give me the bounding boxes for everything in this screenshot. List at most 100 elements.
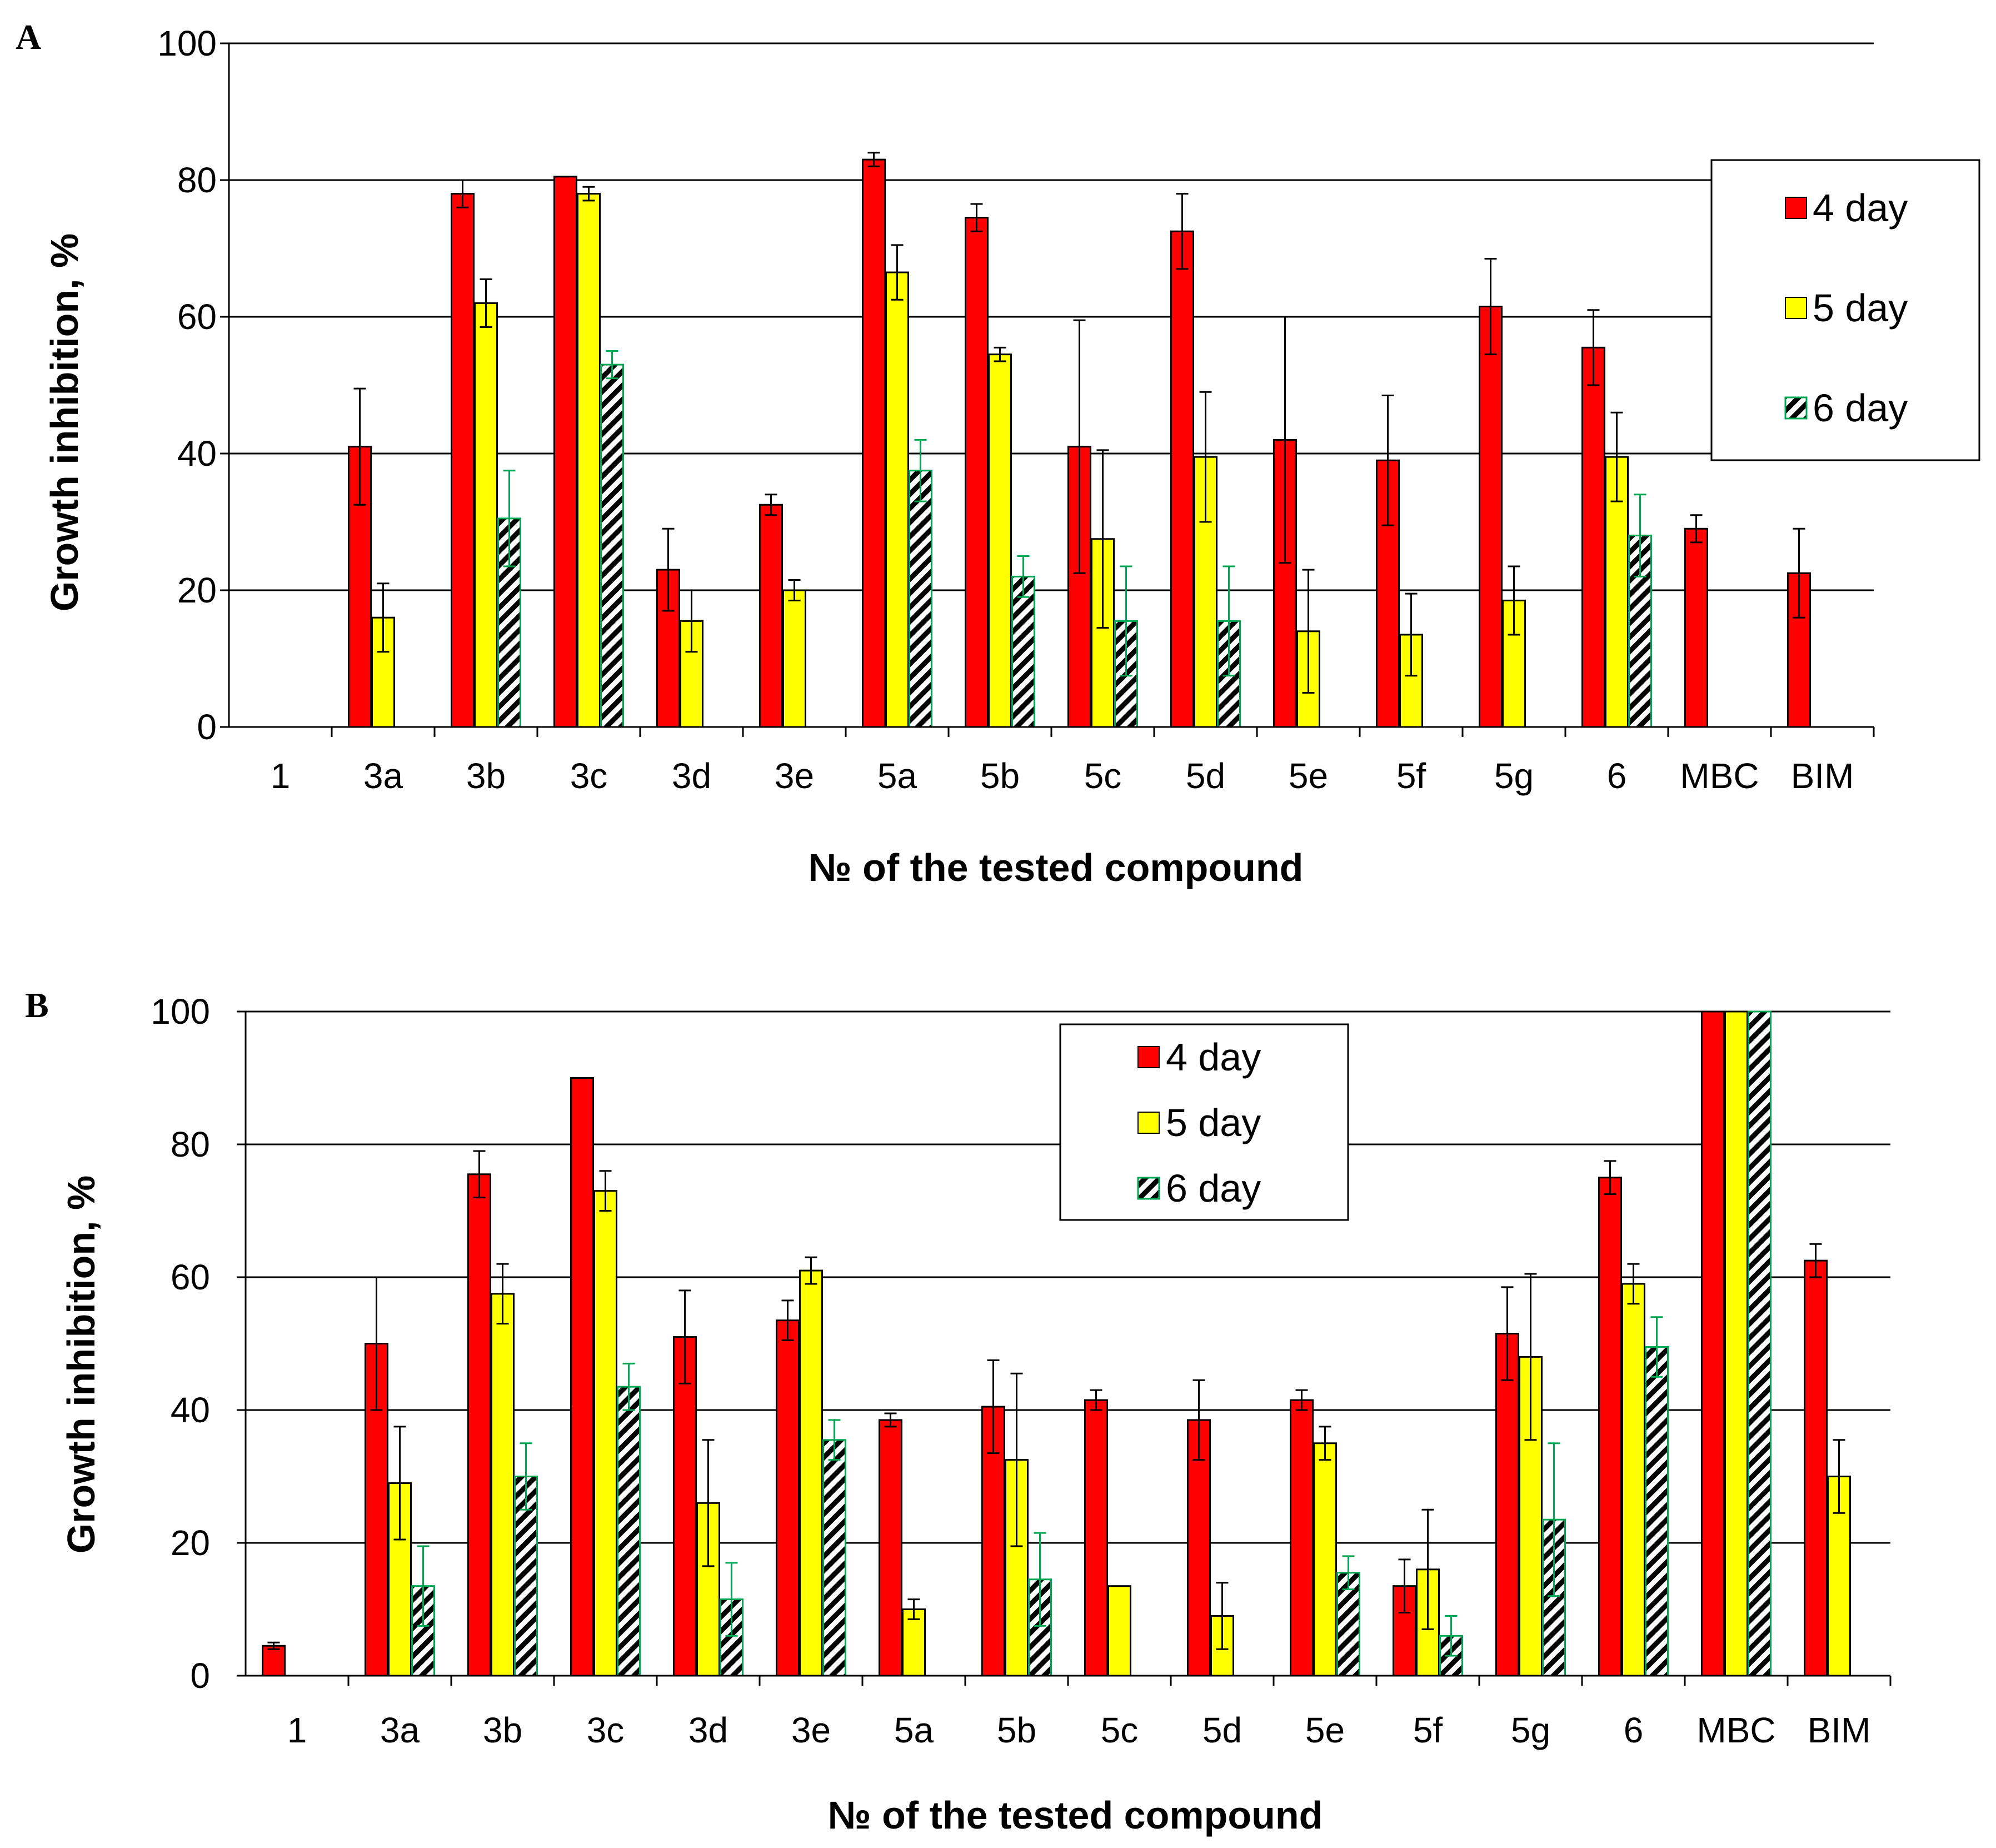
error-bar-a-3b-day4 [456,179,469,208]
x-tick-label-b-5g: 5g [1511,1710,1550,1750]
error-bar-a-5a-day4 [867,152,880,167]
x-axis-title-a: № of the tested compound [809,846,1304,889]
error-bar-a-5c-day6 [1120,565,1132,677]
error-bar-b-5b-day6 [1034,1532,1046,1627]
legend-label-a-day4: 4 day [1813,186,1908,230]
panel-label-b: B [25,985,49,1025]
x-tick-label-b-3d: 3d [688,1710,728,1750]
x-tick-label-a-3c: 3c [570,756,608,796]
bar-b-3b-day4 [467,1173,491,1677]
error-bar-b-1-day4 [267,1641,280,1650]
error-bar-a-bim-day4 [1793,527,1805,619]
error-bar-b-5c-day4 [1090,1389,1102,1411]
error-bar-a-3b-day5 [480,278,492,328]
error-bar-b-5b-day5 [1010,1372,1023,1547]
bar-a-5b-day6 [1011,575,1035,728]
x-tick-label-a-mbc: MBC [1680,756,1759,796]
x-tick-label-b-6: 6 [1624,1710,1644,1750]
error-bar-b-5e-day5 [1319,1426,1331,1461]
x-tick-label-a-5a: 5a [877,756,917,796]
bar-a-5d-day4 [1170,230,1194,728]
legend-label-b-day4: 4 day [1166,1035,1261,1079]
bar-a-5g-day4 [1479,306,1503,728]
error-bar-a-5a-day5 [891,244,904,301]
x-tick-label-b-5a: 5a [894,1710,934,1750]
bar-b-3b-day5 [491,1293,515,1677]
x-tick-label-b-mbc: MBC [1696,1710,1775,1750]
error-bar-b-3b-day4 [473,1150,486,1199]
y-tick-label-b-60: 60 [171,1257,210,1297]
error-bar-b-bim-day4 [1809,1243,1822,1278]
error-bar-a-3a-day4 [353,387,366,506]
error-bar-b-3a-day5 [393,1426,406,1541]
error-bar-b-3a-day4 [370,1276,383,1411]
chart-panel-b: B 0 20 40 60 80 100 1 3a 3b 3c 3d 3e 5a 5b 5c 5d 5e 5f 5g… [25,985,1892,1837]
error-bar-b-3a-day6 [417,1545,430,1627]
bar-a-5b-day5 [988,353,1012,728]
x-tick-label-a-5d: 5d [1186,756,1225,796]
error-bar-a-3a-day5 [377,582,390,653]
error-bar-b-3e-day4 [781,1299,794,1342]
error-bar-b-3c-day6 [622,1362,635,1411]
x-tick-label-a-3b: 3b [466,756,506,796]
x-axis-title-b: № of the tested compound [828,1794,1323,1837]
error-bar-a-3d-day4 [662,527,675,612]
x-tick-label-a-3a: 3a [363,756,403,796]
error-bar-a-5b-day4 [970,203,983,232]
error-bar-a-mbc-day4 [1690,514,1703,544]
bar-b-mbc-day4 [1701,1010,1725,1677]
error-bar-b-6-day5 [1627,1263,1640,1305]
legend-swatch-a-day5 [1785,297,1807,319]
bar-b-5g-day4 [1495,1333,1519,1677]
bar-b-3e-day6 [822,1439,846,1677]
legend-box-b [1059,1023,1349,1221]
x-tick-label-b-3e: 3e [791,1710,831,1750]
error-bar-b-3e-day6 [828,1419,841,1461]
error-bar-a-5a-day6 [914,439,927,502]
legend-swatch-a-day6 [1784,396,1808,420]
error-bar-b-5f-day5 [1421,1508,1434,1630]
error-bar-a-6-day5 [1610,411,1623,502]
error-bar-a-5e-day5 [1302,569,1315,694]
chart-panel-a: A 0 20 40 60 80 100 1 3a 3b 3c 3d 3e 5a 5b 5c 5d 5e 5f 5g… [16,17,1980,889]
bar-a-3b-day4 [451,193,475,728]
error-bar-b-3d-day5 [702,1439,715,1567]
error-bar-b-5g-day5 [1524,1273,1537,1441]
bar-b-5c-day4 [1084,1399,1108,1677]
error-bar-a-6-day6 [1634,494,1646,577]
error-bar-b-5b-day4 [987,1359,1000,1455]
y-tick-label-a-20: 20 [177,570,217,610]
error-bar-a-5d-day5 [1199,391,1212,523]
x-tick-label-b-bim: BIM [1808,1710,1871,1750]
x-tick-label-b-3c: 3c [587,1710,625,1750]
panel-label-a: A [16,17,41,57]
bar-b-5c-day5 [1107,1585,1131,1677]
error-bar-b-5e-day6 [1342,1555,1355,1591]
error-bar-b-bim-day5 [1833,1439,1845,1514]
error-bar-a-5f-day4 [1381,394,1394,526]
bar-b-5a-day4 [879,1419,902,1677]
x-tick-label-b-5c: 5c [1101,1710,1139,1750]
bar-b-6-day6 [1645,1346,1669,1677]
bar-a-3e-day5 [782,589,806,728]
bar-b-1-day4 [262,1645,286,1677]
x-tick-label-b-5f: 5f [1413,1710,1443,1750]
bar-b-6-day5 [1621,1283,1645,1677]
x-tick-label-a-5e: 5e [1289,756,1328,796]
error-bar-b-3b-day6 [520,1442,532,1511]
error-bar-b-5f-day4 [1398,1558,1411,1613]
legend-b: 4 day 5 day 6 day [1059,1023,1349,1221]
x-tick-label-a-bim: BIM [1791,756,1854,796]
legend-label-a-day5: 5 day [1813,286,1908,330]
x-tick-label-b-5d: 5d [1202,1710,1242,1750]
error-bar-a-5g-day4 [1484,257,1497,356]
error-bar-a-5d-day4 [1176,193,1189,270]
bar-b-5d-day4 [1187,1419,1211,1677]
error-bar-a-6-day4 [1587,309,1600,386]
bar-b-3d-day4 [673,1336,697,1677]
x-tick-label-b-5b: 5b [997,1710,1036,1750]
error-bar-b-5g-day6 [1548,1442,1560,1597]
bar-b-3e-day5 [799,1269,823,1677]
error-bar-a-5b-day5 [994,346,1006,362]
